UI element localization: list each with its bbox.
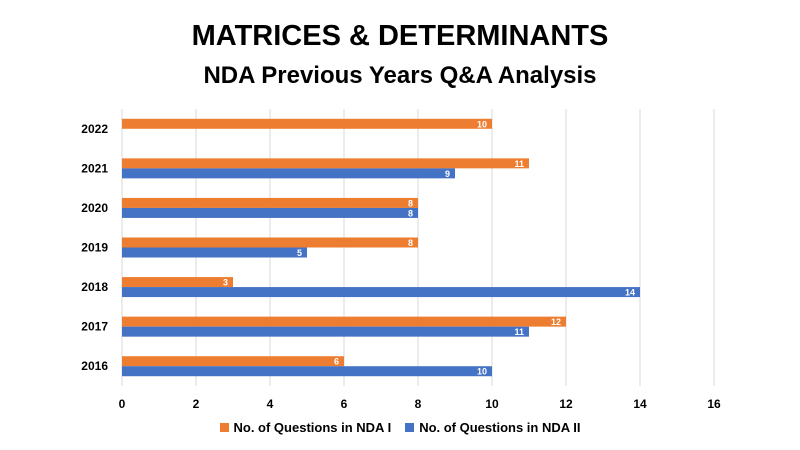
x-tick-label: 4 xyxy=(267,397,274,411)
data-label: 8 xyxy=(408,238,413,248)
y-category-label: 2022 xyxy=(81,122,108,136)
data-label: 5 xyxy=(297,248,302,258)
y-category-label: 2020 xyxy=(81,201,108,215)
x-tick-label: 14 xyxy=(633,397,647,411)
bar xyxy=(122,366,492,377)
bar xyxy=(122,356,344,367)
data-label: 8 xyxy=(408,208,413,218)
bar xyxy=(122,207,418,218)
legend-item-nda1: No. of Questions in NDA I xyxy=(219,420,392,435)
y-category-label: 2017 xyxy=(81,320,108,334)
bar xyxy=(122,316,566,327)
chart-subtitle: NDA Previous Years Q&A Analysis xyxy=(203,62,597,89)
legend-item-nda2: No. of Questions in NDA II xyxy=(405,420,580,435)
bar xyxy=(122,197,418,208)
y-category-label: 2019 xyxy=(81,241,108,255)
data-label: 3 xyxy=(223,278,228,288)
data-label: 8 xyxy=(408,198,413,208)
bar xyxy=(122,158,529,169)
bar xyxy=(122,168,455,179)
legend-swatch-nda2 xyxy=(405,423,415,432)
x-tick-label: 12 xyxy=(559,397,573,411)
legend-swatch-nda1 xyxy=(219,423,229,432)
data-label: 14 xyxy=(625,288,635,298)
bar xyxy=(122,287,640,298)
data-label: 6 xyxy=(334,357,339,367)
data-label: 11 xyxy=(514,159,524,169)
data-label: 12 xyxy=(551,317,561,327)
x-tick-label: 10 xyxy=(485,397,499,411)
bar xyxy=(122,118,492,129)
x-tick-label: 8 xyxy=(415,397,422,411)
y-category-label: 2021 xyxy=(81,161,108,175)
data-label: 9 xyxy=(445,169,450,179)
legend: No. of Questions in NDA I No. of Questio… xyxy=(0,420,800,435)
data-label: 11 xyxy=(514,327,524,337)
x-tick-label: 6 xyxy=(341,397,348,411)
bar xyxy=(122,277,233,288)
data-label: 10 xyxy=(477,119,487,129)
bar xyxy=(122,326,529,337)
y-category-label: 2018 xyxy=(81,280,108,294)
bar xyxy=(122,247,307,258)
data-label: 10 xyxy=(477,367,487,377)
bar xyxy=(122,237,418,248)
legend-label-nda1: No. of Questions in NDA I xyxy=(233,420,392,435)
legend-label-nda2: No. of Questions in NDA II xyxy=(419,420,581,435)
x-tick-label: 0 xyxy=(119,397,126,411)
x-tick-label: 2 xyxy=(193,397,200,411)
y-category-label: 2016 xyxy=(81,359,108,373)
x-tick-label: 16 xyxy=(707,397,721,411)
chart-title: MATRICES & DETERMINANTS xyxy=(191,20,609,52)
